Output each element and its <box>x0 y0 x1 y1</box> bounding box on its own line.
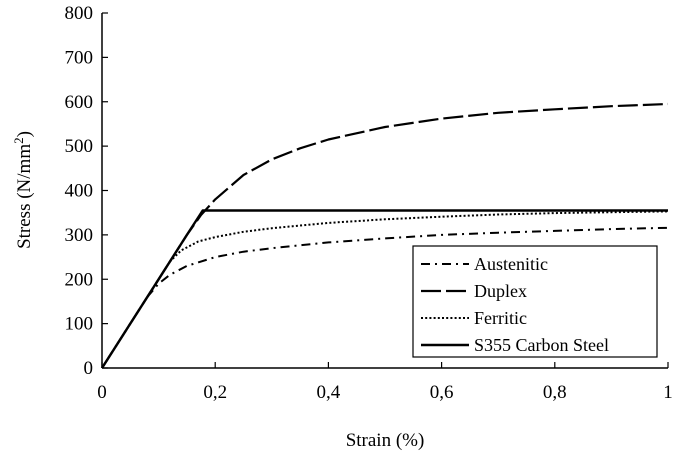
x-tick-label: 0,4 <box>317 382 341 403</box>
y-tick-label: 500 <box>65 136 94 157</box>
y-tick-label: 100 <box>65 314 94 335</box>
x-tick-label: 0 <box>97 382 107 403</box>
y-axis-title-superscript: 2 <box>11 137 26 144</box>
y-tick-label: 0 <box>84 358 94 379</box>
x-tick-label: 1 <box>663 382 673 403</box>
series-layer <box>100 102 669 369</box>
legend: Austenitic Duplex Ferritic S355 Carbon Stee… <box>412 245 658 358</box>
x-tick-label: 0,2 <box>203 382 227 403</box>
series-line-austenitic <box>101 226 669 369</box>
y-ticks: 0 100 200 300 400 500 600 700 800 <box>65 3 108 379</box>
legend-label-s355-carbon-steel: S355 Carbon Steel <box>474 335 609 355</box>
x-tick-label: 0,6 <box>430 382 454 403</box>
series-line-duplex <box>101 102 669 369</box>
y-tick-label: 700 <box>65 47 94 68</box>
legend-box <box>412 245 658 358</box>
legend-label-duplex: Duplex <box>474 281 527 301</box>
series-line-ferritic <box>101 210 669 369</box>
y-axis-title-close: ) <box>14 131 35 137</box>
x-axis-title: Strain (%) <box>346 430 425 451</box>
y-tick-label: 300 <box>65 225 94 246</box>
x-tick-label: 0,8 <box>543 382 567 403</box>
x-ticks: 0 0,2 0,4 0,6 0,8 1 <box>97 362 673 403</box>
y-tick-label: 800 <box>65 3 94 24</box>
y-tick-label: 400 <box>65 181 94 202</box>
legend-label-ferritic: Ferritic <box>474 308 527 328</box>
y-axis-title: Stress (N/mm2) <box>11 131 36 249</box>
legend-label-austenitic: Austenitic <box>474 254 548 274</box>
y-tick-label: 600 <box>65 92 94 113</box>
y-axis-title-main: Stress (N/mm <box>14 144 35 249</box>
y-tick-label: 200 <box>65 269 94 290</box>
